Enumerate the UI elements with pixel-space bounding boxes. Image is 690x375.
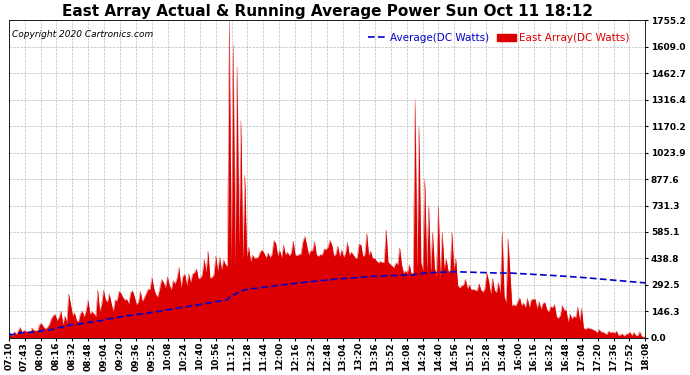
Title: East Array Actual & Running Average Power Sun Oct 11 18:12: East Array Actual & Running Average Powe… bbox=[61, 4, 593, 19]
Legend: Average(DC Watts), East Array(DC Watts): Average(DC Watts), East Array(DC Watts) bbox=[364, 29, 634, 47]
Text: Copyright 2020 Cartronics.com: Copyright 2020 Cartronics.com bbox=[12, 30, 153, 39]
